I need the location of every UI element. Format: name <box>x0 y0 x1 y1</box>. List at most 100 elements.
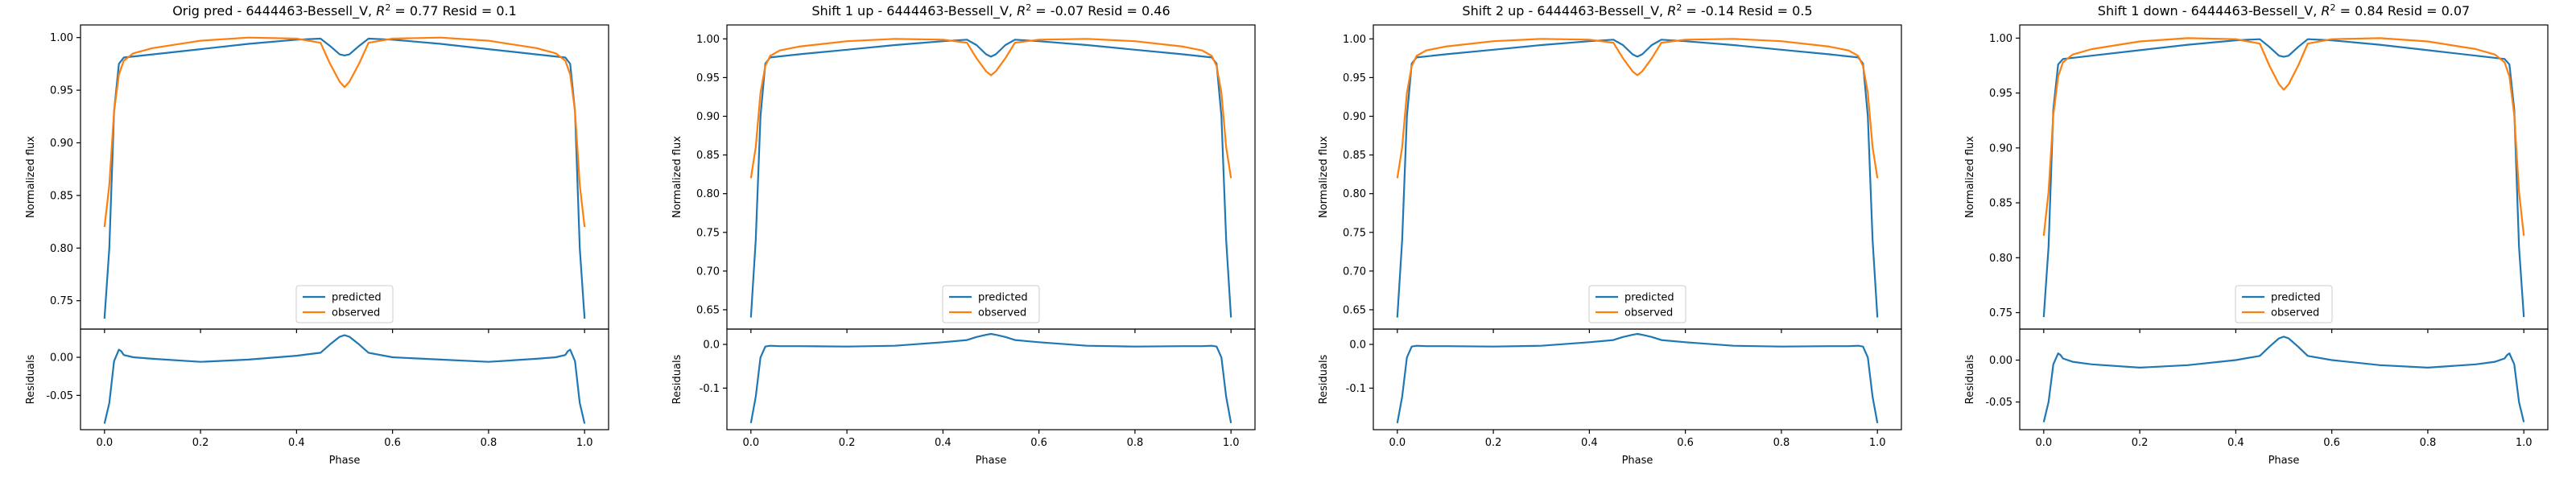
x-tick-label: 1.0 <box>2516 437 2533 449</box>
legend-frame <box>295 285 394 323</box>
top-axes-frame <box>2019 24 2549 330</box>
title-main: Orig pred - 6444463-Bessell_V, <box>172 3 376 19</box>
y-tick-label: 0.95 <box>1343 72 1366 84</box>
y-tick-label: -0.1 <box>700 383 720 395</box>
legend-label-observed: observed <box>332 307 380 319</box>
y-tick-label: 0.95 <box>50 85 73 97</box>
legend: predicted observed <box>295 285 394 323</box>
bottom-axes-frame <box>726 328 1256 430</box>
bottom-y-axis-label: Residuals <box>1318 354 1330 404</box>
legend-label-predicted: predicted <box>1624 292 1674 304</box>
y-tick-label: 0.80 <box>50 243 73 255</box>
residual-series-line <box>103 334 586 424</box>
top-y-axis-label: Normalized flux <box>1318 136 1330 218</box>
title-main: Shift 2 up - 6444463-Bessell_V, <box>1462 3 1667 19</box>
y-tick-label: 0.65 <box>1343 304 1366 316</box>
x-tick-label: 0.6 <box>1030 437 1047 449</box>
x-tick-label: 0.8 <box>1127 437 1144 449</box>
x-tick-label: 0.4 <box>1581 437 1598 449</box>
bottom-y-axis-label: Residuals <box>671 354 683 404</box>
bottom-axes-frame <box>2019 328 2549 430</box>
bottom-axes: 0.00 -0.05 0.0 0.2 0.4 0.6 0.8 1.0 Residuals <box>1964 328 2549 449</box>
y-tick-label: 0.85 <box>1989 198 2013 210</box>
y-tick-label: 0.75 <box>696 227 720 239</box>
legend-frame <box>1588 285 1686 323</box>
observed-series-line <box>749 38 1232 179</box>
title-r2-exponent: 2 <box>2330 2 2336 13</box>
legend: predicted observed <box>942 285 1040 323</box>
bottom-axes-frame <box>1373 328 1902 430</box>
y-tick-label: 0.80 <box>696 188 720 200</box>
x-tick-label: 0.8 <box>2420 437 2437 449</box>
legend-frame <box>2235 285 2333 323</box>
y-tick-label: 0.95 <box>1989 88 2013 100</box>
bottom-axes: 0.0 -0.1 0.0 0.2 0.4 0.6 0.8 1.0 Residuals <box>1318 328 1902 449</box>
legend-label-observed: observed <box>2271 307 2319 319</box>
x-tick-label: 0.4 <box>2227 437 2244 449</box>
y-tick-label: 0.95 <box>696 72 720 84</box>
bottom-y-axis-label: Residuals <box>25 354 37 404</box>
y-tick-label: 0.80 <box>1989 253 2013 265</box>
y-tick-label: 1.00 <box>1989 33 2013 45</box>
observed-series-line <box>1396 38 1879 179</box>
chart-title: Shift 1 down - 6444463-Bessell_V, R2 = 0… <box>2098 2 2470 19</box>
x-tick-label: 0.4 <box>288 437 305 449</box>
predicted-series-line <box>103 37 586 319</box>
title-main: Shift 1 down - 6444463-Bessell_V, <box>2098 3 2322 19</box>
top-y-axis-label: Normalized flux <box>671 136 683 218</box>
title-r2-symbol: R <box>376 3 385 19</box>
legend-label-predicted: predicted <box>332 292 382 304</box>
y-tick-label: 1.00 <box>1343 34 1366 46</box>
x-tick-label: 0.2 <box>192 437 209 449</box>
bottom-axes: 0.0 -0.1 0.0 0.2 0.4 0.6 0.8 1.0 Residuals <box>671 328 1256 449</box>
y-tick-label: 0.90 <box>696 111 720 123</box>
title-main: Shift 1 up - 6444463-Bessell_V, <box>811 3 1017 19</box>
y-tick-label: 1.00 <box>696 34 720 46</box>
chart-panel-1: Orig pred - 6444463-Bessell_V, R2 = 0.77… <box>25 2 609 467</box>
y-tick-label: -0.05 <box>1985 397 2013 409</box>
predicted-series-line <box>1396 39 1879 318</box>
x-tick-label: 0.6 <box>2323 437 2340 449</box>
chart-panel-4: Shift 1 down - 6444463-Bessell_V, R2 = 0… <box>1964 2 2549 467</box>
y-tick-label: 0.85 <box>696 150 720 162</box>
legend-label-observed: observed <box>978 307 1026 319</box>
legend-label-observed: observed <box>1624 307 1673 319</box>
top-axes: 0.75 0.80 0.85 0.90 0.95 1.00 Normalized flux <box>25 24 609 333</box>
y-tick-label: 0.80 <box>1343 188 1366 200</box>
top-y-axis-label: Normalized flux <box>25 136 37 218</box>
x-axis-label: Phase <box>2268 455 2300 467</box>
x-tick-label: 0.0 <box>1389 437 1406 449</box>
residual-series-line <box>1396 332 1879 423</box>
legend-label-predicted: predicted <box>978 292 1028 304</box>
y-tick-label: -0.1 <box>1346 383 1366 395</box>
title-r2-exponent: 2 <box>385 2 390 13</box>
title-r2-value: = 0.84 Resid = 0.07 <box>2336 3 2471 19</box>
y-tick-label: 0.90 <box>50 138 73 150</box>
legend: predicted observed <box>1588 285 1686 323</box>
x-tick-label: 0.0 <box>742 437 759 449</box>
x-tick-label: 0.6 <box>1677 437 1694 449</box>
y-tick-label: 1.00 <box>50 32 73 44</box>
x-tick-label: 0.8 <box>481 437 497 449</box>
residual-series-line <box>2042 336 2525 422</box>
y-tick-label: 0.65 <box>696 304 720 316</box>
title-r2-exponent: 2 <box>1676 2 1682 13</box>
y-tick-label: 0.90 <box>1989 142 2013 154</box>
x-tick-label: 0.2 <box>839 437 856 449</box>
chart-title: Shift 1 up - 6444463-Bessell_V, R2 = -0.… <box>811 2 1170 19</box>
bottom-axes-frame <box>80 328 609 430</box>
title-r2-symbol: R <box>2321 3 2330 19</box>
x-tick-label: 1.0 <box>1869 437 1886 449</box>
title-r2-value: = 0.77 Resid = 0.1 <box>390 3 517 19</box>
title-r2-value: = -0.07 Resid = 0.46 <box>1031 3 1170 19</box>
bottom-y-axis-label: Residuals <box>1964 354 1976 404</box>
x-tick-label: 0.2 <box>1485 437 1502 449</box>
legend-frame <box>942 285 1040 323</box>
chart-panel-2: Shift 1 up - 6444463-Bessell_V, R2 = -0.… <box>671 2 1256 467</box>
chart-title: Orig pred - 6444463-Bessell_V, R2 = 0.77… <box>172 2 517 19</box>
top-axes-frame <box>1373 24 1902 330</box>
title-r2-symbol: R <box>1667 3 1676 19</box>
y-tick-label: 0.75 <box>1343 227 1366 239</box>
predicted-series-line <box>2042 38 2525 318</box>
residual-series-line <box>749 332 1232 423</box>
